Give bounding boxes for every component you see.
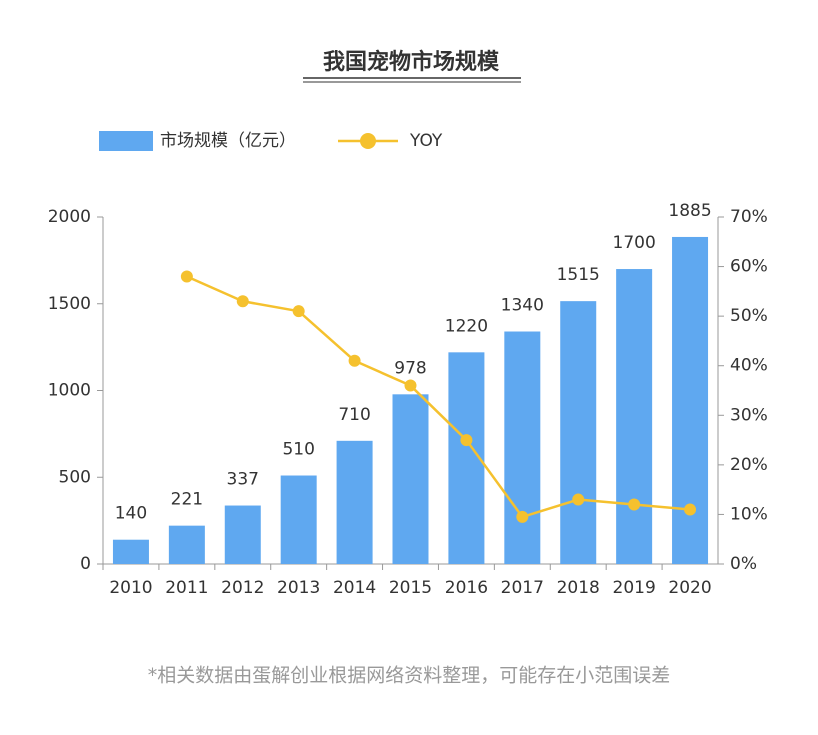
data-label: 140 xyxy=(115,504,147,524)
x-tick-label: 2016 xyxy=(445,578,488,598)
y2-tick-label: 0% xyxy=(730,554,757,574)
footnote: *相关数据由蛋解创业根据网络资料整理，可能存在小范围误差 xyxy=(148,665,671,687)
data-label: 337 xyxy=(227,470,259,490)
x-tick-label: 2011 xyxy=(165,578,208,598)
data-label: 1515 xyxy=(557,265,600,285)
bar xyxy=(168,525,205,564)
x-tick-label: 2019 xyxy=(613,578,656,598)
line-point xyxy=(572,493,585,506)
x-tick-label: 2012 xyxy=(221,578,264,598)
bar xyxy=(392,394,429,564)
legend-label: YOY xyxy=(409,131,443,151)
data-label: 1700 xyxy=(613,233,656,253)
line-point xyxy=(404,379,417,392)
x-tick-label: 2015 xyxy=(389,578,432,598)
data-label: 1340 xyxy=(501,296,544,316)
data-label: 710 xyxy=(338,405,370,425)
line-point xyxy=(292,305,305,318)
bar xyxy=(504,331,541,564)
line-point xyxy=(628,498,641,511)
y-tick-label: 2000 xyxy=(48,207,91,227)
bar xyxy=(224,505,261,564)
y-tick-label: 1000 xyxy=(48,381,91,401)
bar xyxy=(560,301,597,564)
y2-tick-label: 70% xyxy=(730,207,768,227)
x-tick-label: 2018 xyxy=(557,578,600,598)
data-label: 510 xyxy=(282,440,314,460)
data-label: 1885 xyxy=(668,201,711,221)
data-label: 978 xyxy=(394,358,426,378)
x-tick-label: 2010 xyxy=(109,578,152,598)
y2-tick-label: 10% xyxy=(730,504,768,524)
data-label: 221 xyxy=(171,490,203,510)
line-point xyxy=(516,510,529,523)
y2-tick-label: 60% xyxy=(730,257,768,277)
legend-swatch xyxy=(99,131,153,151)
y2-tick-label: 40% xyxy=(730,356,768,376)
legend-label: 市场规模（亿元） xyxy=(160,131,296,151)
x-tick-label: 2014 xyxy=(333,578,376,598)
line-point xyxy=(460,434,473,447)
y2-tick-label: 30% xyxy=(730,405,768,425)
bar xyxy=(112,539,149,564)
x-tick-label: 2020 xyxy=(668,578,711,598)
bar xyxy=(616,269,653,564)
y-tick-label: 500 xyxy=(59,467,91,487)
line-point xyxy=(348,354,361,367)
legend-swatch xyxy=(360,133,376,149)
bar xyxy=(336,440,373,564)
chart-title: 我国宠物市场规模 xyxy=(323,49,500,75)
data-label: 1220 xyxy=(445,316,488,336)
x-tick-label: 2017 xyxy=(501,578,544,598)
y-tick-label: 0 xyxy=(80,554,91,574)
line-point xyxy=(684,503,697,516)
x-tick-label: 2013 xyxy=(277,578,320,598)
line-point xyxy=(180,270,193,283)
line xyxy=(186,275,691,519)
y2-tick-label: 50% xyxy=(730,306,768,326)
y2-tick-label: 20% xyxy=(730,455,768,475)
y-tick-label: 1500 xyxy=(48,294,91,314)
line-point xyxy=(236,295,249,308)
bar xyxy=(280,475,317,564)
